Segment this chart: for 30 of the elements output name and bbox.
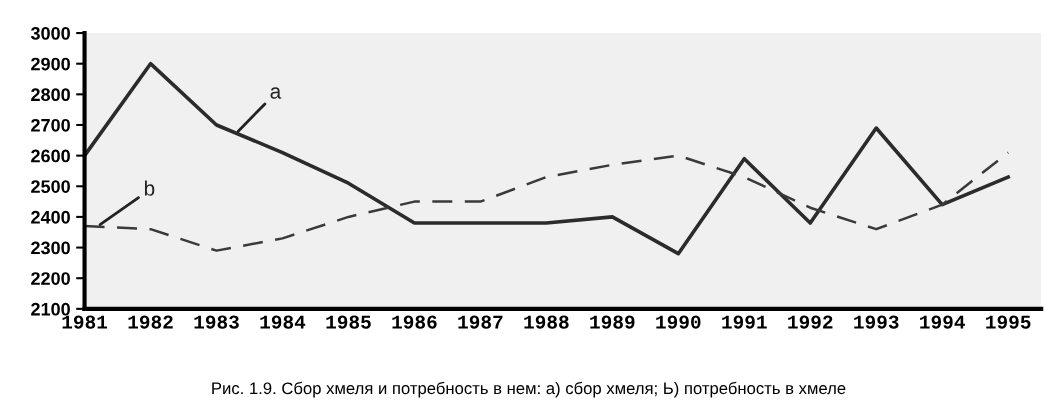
x-tick-label: 1984 — [260, 315, 306, 329]
y-tick-label: 3000 — [30, 26, 70, 40]
x-tick-label: 1989 — [590, 315, 635, 329]
x-tick-label: 1985 — [326, 315, 371, 329]
text: a — [270, 87, 282, 99]
x-tick-label: 1988 — [524, 315, 569, 329]
x-tick-label: 1983 — [194, 315, 239, 329]
x-tick-label: 1981 — [62, 315, 108, 329]
series-label: b — [144, 180, 155, 196]
x-tick-label: 1994 — [920, 315, 965, 329]
x-tick-label: 1992 — [788, 315, 833, 329]
y-tick-label: 2200 — [31, 272, 70, 285]
y-tick-label: 2100 — [31, 302, 70, 316]
text: Рис. 1.9. Сбор хмеля и потребность в нем: а) сбор хмеля; Ь) потребность в хмеле — [212, 381, 846, 398]
y-tick-label: 2600 — [31, 149, 70, 163]
y-tick-label: 2300 — [31, 241, 70, 255]
x-tick-label: 1991 — [722, 315, 767, 329]
x-tick-label: 1987 — [458, 315, 503, 329]
x-tick-label: 1993 — [854, 315, 899, 329]
y-tick-label: 2700 — [31, 118, 70, 132]
x-tick-label: 1982 — [128, 315, 173, 329]
x-tick-label: 1986 — [392, 315, 437, 329]
line-series — [84, 151, 1010, 252]
y-tick-label: 2500 — [31, 180, 70, 193]
x-tick-label: 1990 — [656, 315, 701, 329]
line-series — [84, 61, 1010, 256]
y-tick-label: 2800 — [31, 88, 70, 102]
x-tick-label: 1995 — [986, 315, 1031, 329]
y-tick-label: 2900 — [31, 57, 70, 71]
y-tick-label: 2400 — [31, 210, 70, 224]
